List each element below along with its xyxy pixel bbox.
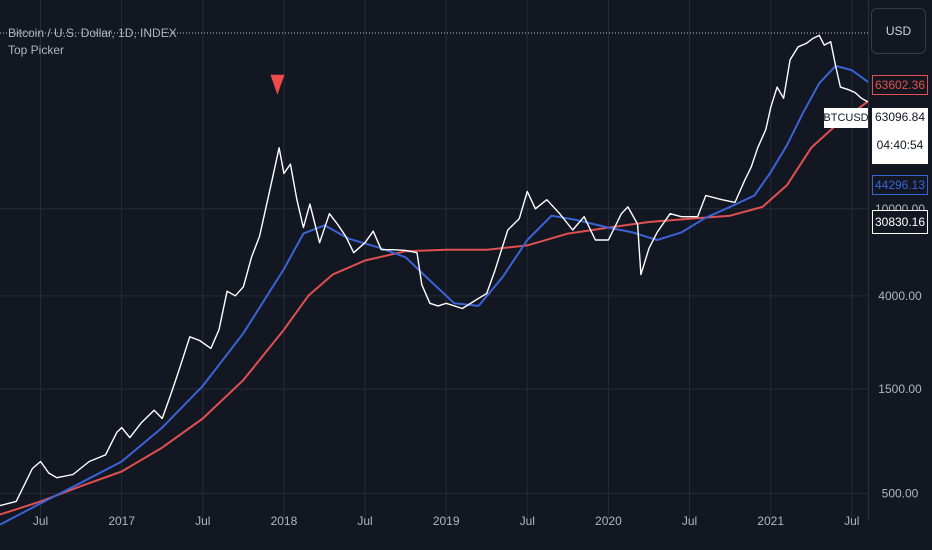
x-tick-label: Jul — [520, 514, 535, 528]
y-tick-label: 1500.00 — [878, 382, 922, 396]
chart-series — [0, 34, 869, 526]
red-ma-series-line — [0, 100, 869, 516]
x-tick-label: Jul — [844, 514, 859, 528]
y-tick-label: 500.00 — [882, 486, 919, 500]
x-tick-label: Jul — [195, 514, 210, 528]
indicator-label[interactable]: Top Picker — [8, 43, 65, 57]
top-markers — [270, 74, 285, 95]
x-tick-label: Jul — [357, 514, 372, 528]
price-series-line — [0, 34, 869, 507]
close-price-label: 63096.84 — [874, 110, 926, 124]
current-price-box: 63096.84 04:40:54 — [872, 108, 928, 164]
chart-title[interactable]: Bitcoin / U.S. Dollar, 1D, INDEX — [8, 26, 177, 40]
symbol-badge: BTCUSD — [823, 108, 869, 128]
x-tick-label: 2018 — [271, 514, 298, 528]
x-tick-label: 2019 — [433, 514, 460, 528]
blue-ma-price-label: 44296.13 — [872, 175, 928, 195]
x-axis: Jul 2017 Jul 2018 Jul 2019 Jul 2020 Jul 2021 Jul — [33, 514, 860, 528]
bar-countdown-label: 04:40:54 — [876, 138, 924, 152]
grid-lines — [0, 0, 868, 520]
red-ma-price-label: 63602.36 — [872, 75, 928, 95]
currency-button[interactable]: USD — [871, 8, 926, 54]
x-tick-label: Jul — [33, 514, 48, 528]
y-tick-label: 4000.00 — [878, 289, 922, 303]
x-tick-label: 2020 — [595, 514, 622, 528]
top-marker — [270, 74, 285, 95]
blue-ma-series-line — [0, 64, 869, 526]
x-tick-label: Jul — [682, 514, 697, 528]
last-price-label: 30830.16 — [872, 210, 928, 234]
x-tick-label: 2017 — [108, 514, 135, 528]
x-tick-label: 2021 — [757, 514, 784, 528]
